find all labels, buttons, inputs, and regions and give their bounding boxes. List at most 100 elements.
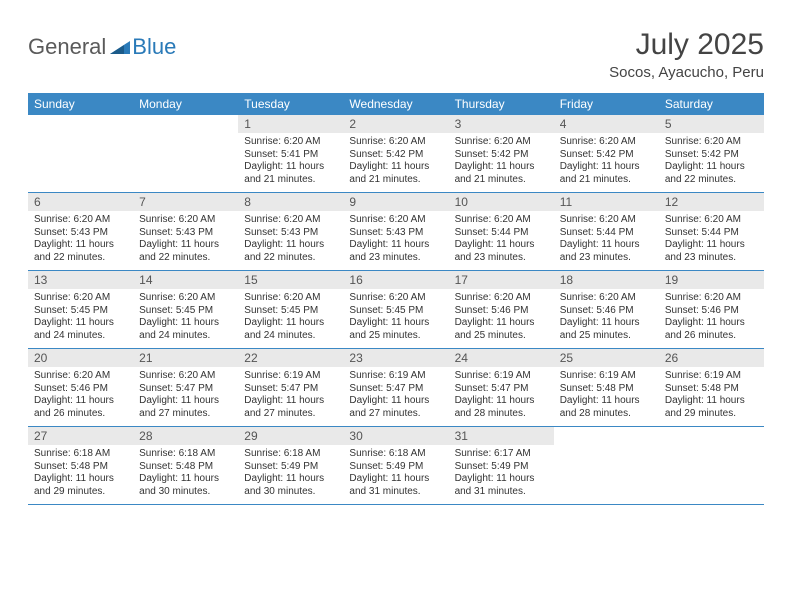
calendar-week-row: 13Sunrise: 6:20 AMSunset: 5:45 PMDayligh… bbox=[28, 271, 764, 349]
daylight-line: Daylight: 11 hours and 21 minutes. bbox=[244, 161, 337, 186]
brand-text-1: General bbox=[28, 34, 106, 60]
sunset-line: Sunset: 5:44 PM bbox=[455, 227, 548, 240]
calendar-table: SundayMondayTuesdayWednesdayThursdayFrid… bbox=[28, 93, 764, 505]
sunrise-line: Sunrise: 6:20 AM bbox=[560, 136, 653, 149]
sunset-line: Sunset: 5:42 PM bbox=[455, 149, 548, 162]
calendar-cell: 21Sunrise: 6:20 AMSunset: 5:47 PMDayligh… bbox=[133, 349, 238, 427]
day-content: Sunrise: 6:17 AMSunset: 5:49 PMDaylight:… bbox=[449, 445, 554, 504]
calendar-week-row: 27Sunrise: 6:18 AMSunset: 5:48 PMDayligh… bbox=[28, 427, 764, 505]
day-content: Sunrise: 6:18 AMSunset: 5:49 PMDaylight:… bbox=[343, 445, 448, 504]
day-content: Sunrise: 6:20 AMSunset: 5:44 PMDaylight:… bbox=[659, 211, 764, 270]
calendar-cell: 1Sunrise: 6:20 AMSunset: 5:41 PMDaylight… bbox=[238, 115, 343, 193]
day-number: 26 bbox=[659, 349, 764, 367]
location-text: Socos, Ayacucho, Peru bbox=[609, 64, 764, 81]
day-number: 31 bbox=[449, 427, 554, 445]
sunset-line: Sunset: 5:47 PM bbox=[139, 383, 232, 396]
day-number: 13 bbox=[28, 271, 133, 289]
sunrise-line: Sunrise: 6:20 AM bbox=[34, 214, 127, 227]
sunrise-line: Sunrise: 6:20 AM bbox=[349, 136, 442, 149]
calendar-cell: 22Sunrise: 6:19 AMSunset: 5:47 PMDayligh… bbox=[238, 349, 343, 427]
calendar-cell: 3Sunrise: 6:20 AMSunset: 5:42 PMDaylight… bbox=[449, 115, 554, 193]
day-number: 16 bbox=[343, 271, 448, 289]
day-content: Sunrise: 6:20 AMSunset: 5:46 PMDaylight:… bbox=[659, 289, 764, 348]
sunrise-line: Sunrise: 6:19 AM bbox=[665, 370, 758, 383]
day-number: 22 bbox=[238, 349, 343, 367]
day-number: 6 bbox=[28, 193, 133, 211]
sunset-line: Sunset: 5:45 PM bbox=[244, 305, 337, 318]
calendar-header-row: SundayMondayTuesdayWednesdayThursdayFrid… bbox=[28, 93, 764, 115]
sunset-line: Sunset: 5:43 PM bbox=[139, 227, 232, 240]
calendar-cell: 14Sunrise: 6:20 AMSunset: 5:45 PMDayligh… bbox=[133, 271, 238, 349]
daylight-line: Daylight: 11 hours and 23 minutes. bbox=[349, 239, 442, 264]
day-number: 8 bbox=[238, 193, 343, 211]
day-content: Sunrise: 6:20 AMSunset: 5:44 PMDaylight:… bbox=[449, 211, 554, 270]
calendar-cell: 15Sunrise: 6:20 AMSunset: 5:45 PMDayligh… bbox=[238, 271, 343, 349]
sunset-line: Sunset: 5:42 PM bbox=[665, 149, 758, 162]
sunset-line: Sunset: 5:48 PM bbox=[139, 461, 232, 474]
day-number: 9 bbox=[343, 193, 448, 211]
sunset-line: Sunset: 5:45 PM bbox=[139, 305, 232, 318]
day-content: Sunrise: 6:20 AMSunset: 5:42 PMDaylight:… bbox=[554, 133, 659, 192]
weekday-header: Sunday bbox=[28, 93, 133, 115]
calendar-cell: 20Sunrise: 6:20 AMSunset: 5:46 PMDayligh… bbox=[28, 349, 133, 427]
calendar-cell: .. bbox=[28, 115, 133, 193]
sunrise-line: Sunrise: 6:20 AM bbox=[139, 370, 232, 383]
calendar-cell: 13Sunrise: 6:20 AMSunset: 5:45 PMDayligh… bbox=[28, 271, 133, 349]
sunrise-line: Sunrise: 6:20 AM bbox=[244, 214, 337, 227]
daylight-line: Daylight: 11 hours and 28 minutes. bbox=[455, 395, 548, 420]
month-title: July 2025 bbox=[609, 28, 764, 62]
sunset-line: Sunset: 5:48 PM bbox=[560, 383, 653, 396]
sunset-line: Sunset: 5:44 PM bbox=[665, 227, 758, 240]
sunset-line: Sunset: 5:46 PM bbox=[34, 383, 127, 396]
weekday-header: Tuesday bbox=[238, 93, 343, 115]
sunset-line: Sunset: 5:46 PM bbox=[665, 305, 758, 318]
title-block: July 2025 Socos, Ayacucho, Peru bbox=[609, 28, 764, 81]
day-content: Sunrise: 6:20 AMSunset: 5:42 PMDaylight:… bbox=[343, 133, 448, 192]
daylight-line: Daylight: 11 hours and 27 minutes. bbox=[139, 395, 232, 420]
weekday-header: Thursday bbox=[449, 93, 554, 115]
day-content: Sunrise: 6:18 AMSunset: 5:48 PMDaylight:… bbox=[133, 445, 238, 504]
sunrise-line: Sunrise: 6:20 AM bbox=[139, 214, 232, 227]
day-number: 4 bbox=[554, 115, 659, 133]
daylight-line: Daylight: 11 hours and 22 minutes. bbox=[244, 239, 337, 264]
sunrise-line: Sunrise: 6:20 AM bbox=[244, 136, 337, 149]
day-content: Sunrise: 6:20 AMSunset: 5:44 PMDaylight:… bbox=[554, 211, 659, 270]
sunrise-line: Sunrise: 6:20 AM bbox=[34, 370, 127, 383]
daylight-line: Daylight: 11 hours and 22 minutes. bbox=[139, 239, 232, 264]
day-content: Sunrise: 6:20 AMSunset: 5:45 PMDaylight:… bbox=[28, 289, 133, 348]
flag-icon bbox=[110, 34, 130, 60]
day-content: Sunrise: 6:19 AMSunset: 5:47 PMDaylight:… bbox=[238, 367, 343, 426]
daylight-line: Daylight: 11 hours and 30 minutes. bbox=[244, 473, 337, 498]
day-content: Sunrise: 6:19 AMSunset: 5:47 PMDaylight:… bbox=[449, 367, 554, 426]
sunrise-line: Sunrise: 6:19 AM bbox=[560, 370, 653, 383]
calendar-cell: 19Sunrise: 6:20 AMSunset: 5:46 PMDayligh… bbox=[659, 271, 764, 349]
day-number: 3 bbox=[449, 115, 554, 133]
day-number: 5 bbox=[659, 115, 764, 133]
calendar-cell: 17Sunrise: 6:20 AMSunset: 5:46 PMDayligh… bbox=[449, 271, 554, 349]
daylight-line: Daylight: 11 hours and 21 minutes. bbox=[349, 161, 442, 186]
calendar-cell: 2Sunrise: 6:20 AMSunset: 5:42 PMDaylight… bbox=[343, 115, 448, 193]
day-number: 27 bbox=[28, 427, 133, 445]
calendar-cell: 9Sunrise: 6:20 AMSunset: 5:43 PMDaylight… bbox=[343, 193, 448, 271]
calendar-cell: 4Sunrise: 6:20 AMSunset: 5:42 PMDaylight… bbox=[554, 115, 659, 193]
weekday-header: Monday bbox=[133, 93, 238, 115]
calendar-week-row: 6Sunrise: 6:20 AMSunset: 5:43 PMDaylight… bbox=[28, 193, 764, 271]
daylight-line: Daylight: 11 hours and 23 minutes. bbox=[455, 239, 548, 264]
calendar-cell: 29Sunrise: 6:18 AMSunset: 5:49 PMDayligh… bbox=[238, 427, 343, 505]
daylight-line: Daylight: 11 hours and 29 minutes. bbox=[665, 395, 758, 420]
daylight-line: Daylight: 11 hours and 25 minutes. bbox=[455, 317, 548, 342]
sunrise-line: Sunrise: 6:17 AM bbox=[455, 448, 548, 461]
daylight-line: Daylight: 11 hours and 24 minutes. bbox=[34, 317, 127, 342]
calendar-cell: 26Sunrise: 6:19 AMSunset: 5:48 PMDayligh… bbox=[659, 349, 764, 427]
calendar-cell: 5Sunrise: 6:20 AMSunset: 5:42 PMDaylight… bbox=[659, 115, 764, 193]
daylight-line: Daylight: 11 hours and 21 minutes. bbox=[455, 161, 548, 186]
daylight-line: Daylight: 11 hours and 29 minutes. bbox=[34, 473, 127, 498]
sunrise-line: Sunrise: 6:20 AM bbox=[244, 292, 337, 305]
daylight-line: Daylight: 11 hours and 27 minutes. bbox=[244, 395, 337, 420]
calendar-cell: .. bbox=[554, 427, 659, 505]
day-content: Sunrise: 6:19 AMSunset: 5:48 PMDaylight:… bbox=[659, 367, 764, 426]
day-number: 30 bbox=[343, 427, 448, 445]
calendar-cell: 8Sunrise: 6:20 AMSunset: 5:43 PMDaylight… bbox=[238, 193, 343, 271]
calendar-cell: 27Sunrise: 6:18 AMSunset: 5:48 PMDayligh… bbox=[28, 427, 133, 505]
day-content: Sunrise: 6:20 AMSunset: 5:43 PMDaylight:… bbox=[28, 211, 133, 270]
